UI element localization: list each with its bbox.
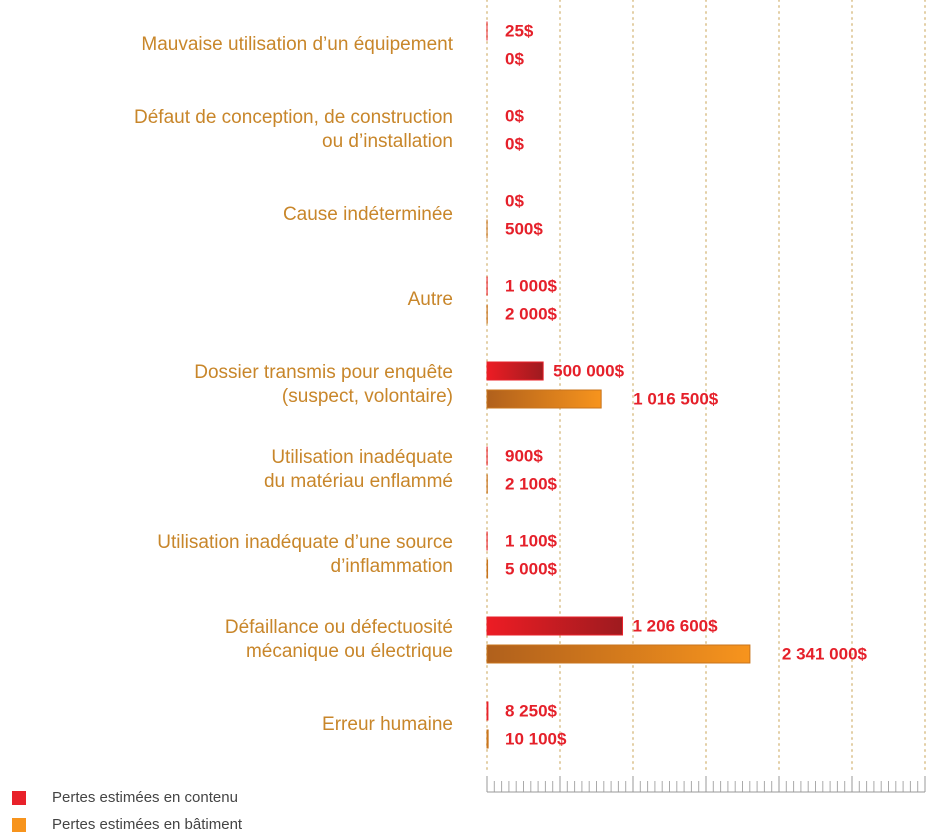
category-label: Mauvaise utilisation d’un équipement	[141, 34, 453, 55]
category-label: Défaillance ou défectuosité mécanique ou…	[224, 617, 453, 662]
legend-swatch	[12, 818, 26, 832]
value-label: 1 206 600$	[633, 616, 719, 635]
bar	[486, 616, 624, 636]
value-label: 2 100$	[505, 474, 558, 493]
value-label: 0$	[505, 49, 524, 68]
value-label: 500$	[505, 219, 543, 238]
legend-label: Pertes estimées en bâtiment	[52, 816, 243, 833]
category-label: Utilisation inadéquate du matériau enfla…	[263, 447, 453, 492]
value-label: 5 000$	[505, 559, 558, 578]
bar	[486, 701, 489, 721]
legend-label: Pertes estimées en contenu	[52, 789, 238, 806]
category-label: Utilisation inadéquate d’une source d’in…	[157, 532, 453, 577]
value-label: 0$	[505, 106, 524, 125]
category-label: Défaut de conception, de construction ou…	[134, 107, 453, 152]
value-label: 10 100$	[505, 729, 567, 748]
value-label: 2 000$	[505, 304, 558, 323]
category-label: Cause indéterminée	[282, 204, 453, 225]
value-label: 0$	[505, 134, 524, 153]
value-label: 1 016 500$	[633, 389, 719, 408]
category-label: Erreur humaine	[322, 714, 453, 735]
bar	[486, 389, 602, 409]
bar	[486, 361, 544, 381]
value-label: 2 341 000$	[782, 644, 868, 663]
category-label: Dossier transmis pour enquête (suspect, …	[194, 362, 453, 407]
value-label: 1 000$	[505, 276, 558, 295]
value-label: 8 250$	[505, 701, 558, 720]
value-label: 900$	[505, 446, 543, 465]
bar	[486, 644, 751, 664]
value-label: 500 000$	[553, 361, 624, 380]
value-label: 25$	[505, 21, 534, 40]
bar	[486, 559, 489, 579]
value-label: 1 100$	[505, 531, 558, 550]
category-label: Autre	[407, 289, 453, 310]
bar	[486, 729, 489, 749]
legend-swatch	[12, 791, 26, 805]
value-label: 0$	[505, 191, 524, 210]
